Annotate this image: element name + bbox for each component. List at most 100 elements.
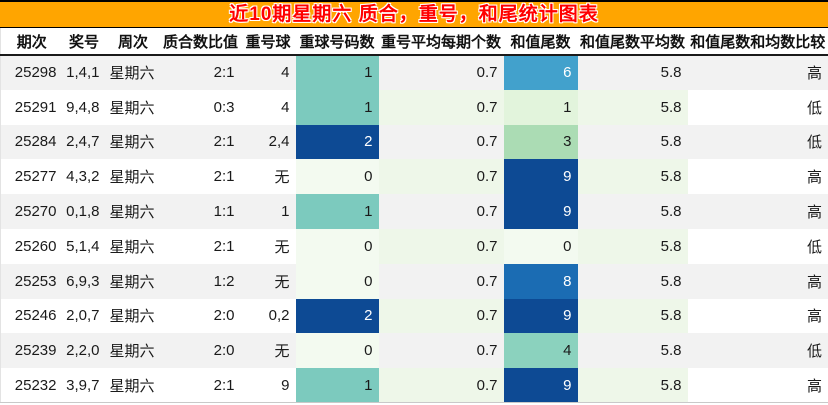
cell-sum-tail: 8 (503, 263, 578, 299)
cell-week: 星期六 (105, 263, 161, 299)
cell-repeat-count: 0 (295, 159, 379, 195)
cell-period: 25284 (0, 124, 63, 160)
page-title: 近10期星期六 质合，重号，和尾统计图表 (229, 4, 599, 25)
cell-numbers: 2,2,0 (62, 333, 106, 369)
cell-period: 25291 (14, 98, 57, 116)
column-header-repeat-count: 重球号码数 (295, 28, 379, 56)
cell-period: 25270 (0, 194, 63, 229)
cell-repeat-balls: 0,2 (268, 307, 290, 325)
cell-numbers: 2,4,7 (62, 124, 106, 160)
cell-compare: 高 (687, 194, 828, 229)
cell-ratio: 2:1 (213, 376, 235, 394)
cell-ratio: 0:3 (213, 98, 235, 116)
cell-week: 星期六 (105, 194, 161, 229)
cell-week: 星期六 (109, 99, 155, 117)
cell-sum-tail-avg: 5.8 (577, 124, 688, 160)
cell-ratio: 2:0 (160, 333, 241, 369)
cell-compare: 低 (687, 333, 828, 369)
cell-repeat-count: 2 (295, 298, 379, 334)
cell-week: 星期六 (109, 377, 155, 395)
cell-sum-tail-avg: 5.8 (577, 368, 688, 403)
cell-compare: 低 (806, 238, 822, 256)
cell-sum-tail-avg: 5.8 (577, 298, 688, 334)
cell-numbers: 0,1,8 (62, 194, 106, 229)
cell-repeat-avg: 0.7 (378, 194, 504, 229)
cell-week: 星期六 (109, 169, 155, 187)
cell-numbers: 5,1,4 (66, 237, 100, 255)
cell-numbers: 1,4,1 (62, 55, 106, 90)
column-header-repeat-avg: 重号平均每期个数 (378, 28, 504, 56)
cell-compare: 高 (806, 377, 822, 395)
cell-compare: 低 (806, 99, 822, 117)
cell-ratio: 2:1 (160, 124, 241, 160)
cell-week: 星期六 (105, 333, 161, 369)
cell-ratio: 2:1 (160, 55, 241, 90)
cell-sum-tail: 0 (503, 228, 578, 264)
table-row: 25239 2,2,0 星期六 2:0 无 0 0.7 4 5.8 低 (0, 333, 828, 369)
column-header-compare: 和值尾数和均数比较 (687, 28, 828, 56)
cell-repeat-balls: 无 (240, 263, 296, 299)
cell-period: 25277 (14, 168, 57, 186)
cell-repeat-avg: 0.7 (378, 89, 504, 125)
table-row: 25277 4,3,2 星期六 2:1 无 0 0.7 9 5.8 高 (1, 159, 828, 195)
cell-numbers: 2,0,7 (66, 307, 100, 325)
cell-ratio: 1:1 (160, 194, 241, 229)
column-header-period: 期次 (0, 28, 63, 56)
cell-repeat-count: 1 (295, 89, 379, 125)
cell-week: 星期六 (105, 124, 161, 160)
title-bar: 近10期星期六 质合，重号，和尾统计图表 (0, 0, 828, 28)
cell-repeat-count: 1 (295, 55, 379, 90)
table-row: 25260 5,1,4 星期六 2:1 无 0 0.7 0 5.8 低 (1, 228, 828, 264)
cell-sum-tail-avg: 5.8 (577, 333, 688, 369)
cell-sum-tail: 9 (503, 368, 578, 403)
cell-week: 星期六 (109, 238, 155, 256)
cell-sum-tail-avg: 5.8 (577, 159, 688, 195)
cell-ratio: 2:0 (213, 307, 235, 325)
column-header-numbers: 奖号 (62, 28, 106, 56)
cell-week: 星期六 (109, 308, 155, 326)
cell-week: 星期六 (105, 55, 161, 90)
table-row: 25291 9,4,8 星期六 0:3 4 1 0.7 1 5.8 低 (1, 89, 828, 125)
table-row: 25253 6,9,3 星期六 1:2 无 0 0.7 8 5.8 高 (0, 263, 828, 299)
column-header-sum-tail-avg: 和值尾数平均数 (577, 28, 688, 56)
column-header-ratio: 质合数比值 (160, 28, 241, 56)
cell-compare: 高 (687, 263, 828, 299)
table-row: 25298 1,4,1 星期六 2:1 4 1 0.7 6 5.8 高 (0, 55, 828, 90)
table-row: 25246 2,0,7 星期六 2:0 0,2 2 0.7 9 5.8 高 (1, 298, 828, 334)
cell-numbers: 3,9,7 (66, 376, 100, 394)
cell-compare: 高 (806, 308, 822, 326)
cell-repeat-avg: 0.7 (378, 55, 504, 90)
cell-repeat-balls: 无 (274, 238, 290, 256)
table-row: 25232 3,9,7 星期六 2:1 9 1 0.7 9 5.8 高 (1, 368, 828, 403)
cell-compare: 低 (687, 124, 828, 160)
cell-period: 25298 (0, 55, 63, 90)
cell-numbers: 6,9,3 (62, 263, 106, 299)
cell-repeat-avg: 0.7 (378, 333, 504, 369)
cell-sum-tail: 9 (503, 159, 578, 195)
table-body: 25298 1,4,1 星期六 2:1 4 1 0.7 6 5.8 高 25291 9,4,8 星期六 0… (0, 55, 828, 403)
cell-period: 25253 (0, 263, 63, 299)
cell-compare: 高 (806, 169, 822, 187)
table-row: 25270 0,1,8 星期六 1:1 1 1 0.7 9 5.8 高 (0, 194, 828, 229)
cell-repeat-avg: 0.7 (378, 159, 504, 195)
cell-repeat-count: 0 (295, 263, 379, 299)
cell-repeat-balls: 4 (281, 98, 290, 116)
cell-period: 25239 (0, 333, 63, 369)
cell-sum-tail: 6 (503, 55, 578, 90)
header-row: 期次 奖号 周次 质合数比值 重号球 重球号码数 重号平均每期个数 和值尾数 和… (0, 28, 828, 56)
column-header-repeat-balls: 重号球 (240, 28, 296, 56)
cell-repeat-balls: 9 (281, 376, 290, 394)
cell-period: 25260 (14, 237, 57, 255)
table-row: 25284 2,4,7 星期六 2:1 2,4 2 0.7 3 5.8 低 (0, 124, 828, 160)
cell-sum-tail-avg: 5.8 (577, 55, 688, 90)
cell-sum-tail: 3 (503, 124, 578, 160)
cell-ratio: 2:1 (213, 237, 235, 255)
cell-numbers: 4,3,2 (66, 168, 100, 186)
cell-repeat-avg: 0.7 (378, 368, 504, 403)
cell-period: 25232 (14, 376, 57, 394)
cell-sum-tail: 9 (503, 194, 578, 229)
cell-ratio: 1:2 (160, 263, 241, 299)
cell-repeat-balls: 无 (274, 169, 290, 187)
cell-repeat-balls: 4 (240, 55, 296, 90)
cell-repeat-count: 0 (295, 228, 379, 264)
